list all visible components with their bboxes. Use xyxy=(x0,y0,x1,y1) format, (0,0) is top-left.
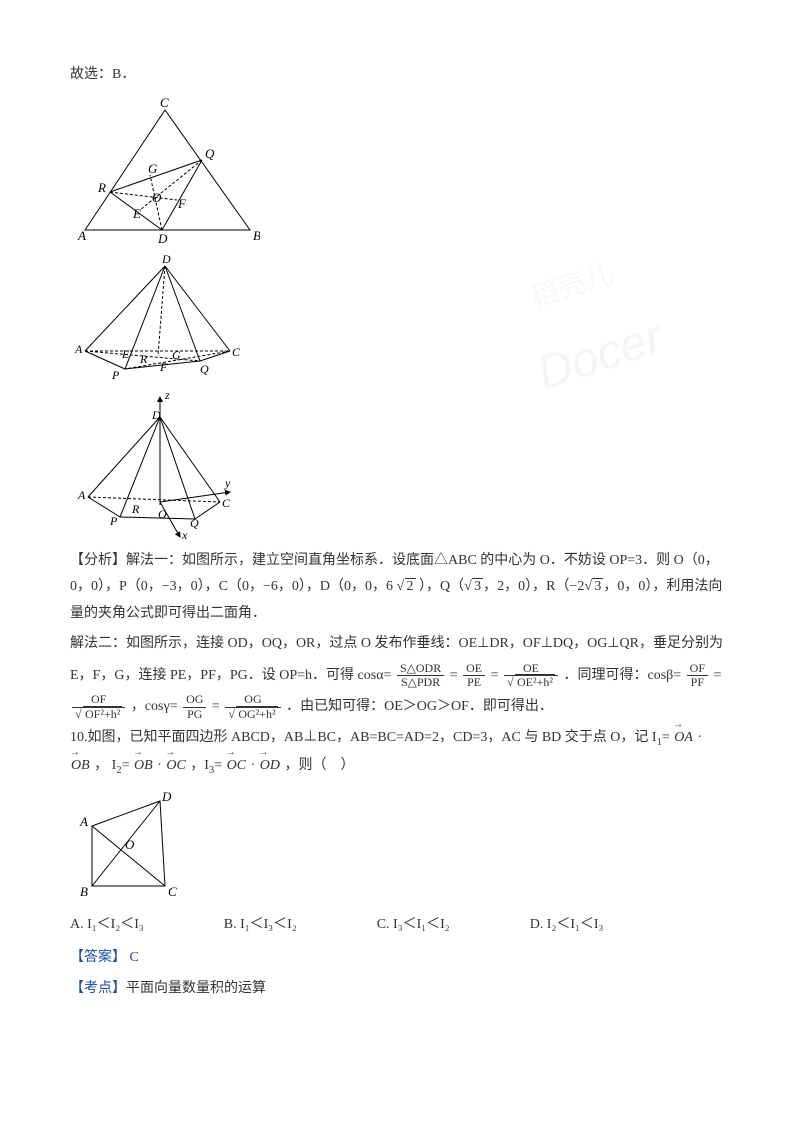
svg-text:C: C xyxy=(222,496,231,510)
choice-b: B. I₁＜I₃＜I₂ xyxy=(224,912,297,939)
svg-text:A: A xyxy=(77,488,86,502)
choices: A. I₁＜I₂＜I₃ B. I₁＜I₃＜I₂ C. I₃＜I₁＜I₂ D. I… xyxy=(70,912,724,939)
svg-text:D: D xyxy=(161,252,171,266)
svg-text:P: P xyxy=(109,514,118,528)
svg-text:P: P xyxy=(111,368,120,381)
analysis-method2a: 解法二：如图所示，连接 OD，OQ，OR，过点 O 发布作垂线：OE⊥DR，OF… xyxy=(70,631,724,658)
figure-4: A B C D O xyxy=(70,786,724,906)
svg-text:D: D xyxy=(151,408,161,422)
svg-text:E: E xyxy=(132,206,141,221)
svg-text:D: D xyxy=(157,231,168,245)
svg-text:G: G xyxy=(172,348,181,362)
svg-text:B: B xyxy=(253,228,260,243)
svg-text:x: x xyxy=(181,528,188,542)
answer-text: 故选：B． xyxy=(70,62,724,89)
svg-text:y: y xyxy=(224,476,231,490)
choice-d: D. I₂＜I₁＜I₃ xyxy=(530,912,604,939)
svg-text:G: G xyxy=(148,161,158,176)
svg-text:R: R xyxy=(139,352,148,366)
svg-text:D: D xyxy=(161,789,172,804)
svg-text:R: R xyxy=(97,180,106,195)
figure-2: D A C P Q ERF G xyxy=(70,251,724,381)
svg-text:B: B xyxy=(80,884,88,899)
svg-text:F: F xyxy=(177,196,187,211)
svg-text:E: E xyxy=(121,347,130,361)
svg-text:A: A xyxy=(77,228,86,243)
question-10: 10.如图，已知平面四边形 ABCD，AB⊥BC，AB=BC=AD=2，CD=3… xyxy=(70,725,724,780)
svg-text:A: A xyxy=(79,814,88,829)
svg-text:O: O xyxy=(158,507,167,521)
svg-text:Q: Q xyxy=(205,146,215,161)
point-line: 【考点】平面向量数量积的运算 xyxy=(70,976,724,1003)
svg-text:A: A xyxy=(74,342,83,356)
choice-c: C. I₃＜I₁＜I₂ xyxy=(377,912,450,939)
svg-text:R: R xyxy=(131,502,140,516)
figure-1: A B C R Q D GO E F xyxy=(70,95,724,245)
svg-text:O: O xyxy=(152,190,162,205)
answer-line: 【答案】 C xyxy=(70,945,724,972)
figure-3: z y x D A C PR O Q xyxy=(70,387,724,542)
svg-text:Q: Q xyxy=(190,516,199,530)
choice-a: A. I₁＜I₂＜I₃ xyxy=(70,912,144,939)
svg-text:z: z xyxy=(164,388,170,402)
svg-text:Q: Q xyxy=(200,362,209,376)
analysis-method1: 【分析】解法一：如图所示，建立空间直角坐标系．设底面△ABC 的中心为 O．不妨… xyxy=(70,548,724,628)
svg-text:C: C xyxy=(168,884,177,899)
analysis-method2c: OFOF²+h² ，cosγ= OGPG = OGOG²+h² ．由已知可得：O… xyxy=(70,693,724,721)
analysis-method2b: E，F，G，连接 PE，PF，PG．设 OP=h．可得 cosα= S△ODRS… xyxy=(70,662,724,690)
svg-text:O: O xyxy=(125,837,135,852)
svg-text:C: C xyxy=(160,95,169,110)
svg-text:F: F xyxy=(159,360,168,374)
svg-text:C: C xyxy=(232,345,240,359)
